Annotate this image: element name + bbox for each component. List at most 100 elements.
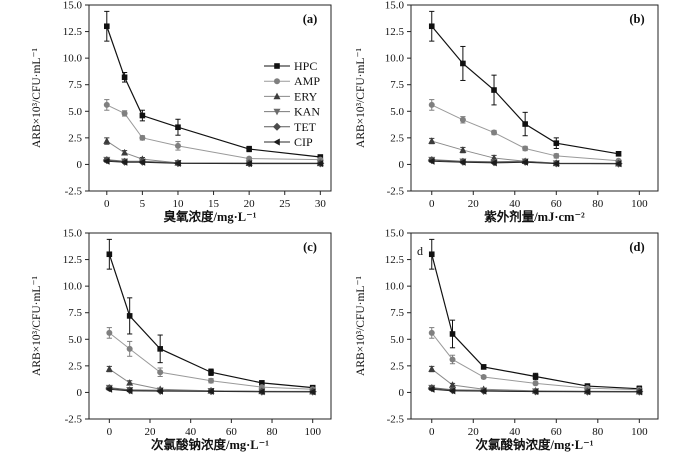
AMP-marker-icon [428,329,435,336]
CIP-marker-icon [120,158,128,166]
y-tick-label: 15.0 [63,0,83,12]
ERY-marker-icon [449,381,457,388]
y-tick-label: 12.5 [385,26,405,38]
y-tick-label: 12.5 [63,26,83,38]
CIP-marker-icon [258,388,265,396]
x-tick-label: 25 [279,198,291,210]
legend-label: CIP [294,135,313,149]
AMP-marker-icon [553,152,560,159]
AMP-marker-icon [106,329,113,336]
y-axis-label: ARB×10³/CFU·mL⁻¹ [355,275,367,376]
x-axis-label: 臭氧浓度/mg·L⁻¹ [164,209,257,224]
series-line [431,254,640,390]
CIP-legend-marker-icon [273,138,280,146]
y-tick-label: -2.5 [387,414,405,426]
AMP-legend-marker-icon [274,78,280,85]
y-tick-label: 10.0 [385,281,405,293]
TET-legend-marker-icon [273,122,281,131]
axes: 0 20 40 60 80 100 15.0 12.5 10.0 7.5 5.0 2.5 0 -2.5 次氯… [355,228,659,452]
ERY-marker-icon [428,137,436,144]
x-tick-label: 20 [244,198,256,210]
series-CIP [427,157,622,168]
CIP-marker-icon [308,388,316,396]
series-AMP [106,327,316,393]
HPC-marker-icon [103,23,110,30]
x-axis-label: 紫外剂量/mJ·cm⁻² [484,209,585,224]
ERY-marker-icon [103,137,111,144]
CIP-marker-icon [316,160,324,168]
y-axis-label: ARB×10³/CFU·mL⁻¹ [31,275,43,376]
HPC-marker-icon [532,373,539,380]
chart-panel-a: 0 5 10 15 20 25 30 15.0 12.5 10.0 7.5 5.0 2.5 0 -2.5 臭氧… [31,0,332,224]
ERY-marker-icon [459,146,467,153]
legend-label: TET [294,120,317,134]
ERY-marker-icon [105,365,113,372]
y-tick-label: 12.5 [385,254,405,266]
ERY-marker-icon [121,148,129,156]
AMP-marker-icon [121,110,128,117]
HPC-marker-icon [208,369,214,376]
x-tick-label: 0 [104,198,110,210]
axes: 0 20 40 60 80 100 15.0 12.5 10.0 7.5 5.0 2.5 0 -2.5 次氯… [31,228,332,452]
CIP-marker-icon [105,385,113,393]
panel-label: (c) [303,240,317,254]
HPC-marker-icon [428,23,435,30]
AMP-marker-icon [208,377,215,384]
y-tick-label: 2.5 [68,360,82,372]
x-tick-label: 15 [208,198,220,210]
legend-label: AMP [294,74,320,88]
series-line [431,332,640,391]
CIP-marker-icon [174,159,181,167]
x-tick-label: 20 [468,426,480,438]
CIP-marker-icon [448,387,456,395]
HPC-marker-icon [175,124,181,131]
CIP-marker-icon [635,388,643,396]
y-tick-label: 15.0 [63,228,83,240]
x-tick-label: 80 [267,426,279,438]
ERY-legend-marker-icon [273,92,281,100]
CIP-marker-icon [552,160,560,168]
y-tick-label: 0 [399,387,405,399]
y-tick-label: 7.5 [390,307,404,319]
AMP-marker-icon [126,345,133,352]
x-tick-label: 5 [140,198,146,210]
y-tick-label: 0 [77,159,83,171]
y-tick-label: 5.0 [390,334,404,346]
CIP-marker-icon [521,158,528,166]
series-HPC [428,238,643,392]
HPC-marker-icon [449,331,456,337]
y-axis-label: ARB×10³/CFU·mL⁻¹ [355,47,367,148]
x-tick-label: 40 [509,426,521,438]
CIP-marker-icon [207,387,214,395]
HPC-marker-icon [428,251,435,258]
CIP-marker-icon [479,387,487,395]
AMP-marker-icon [139,134,146,141]
x-tick-label: 0 [429,426,435,438]
CIP-marker-icon [614,160,622,168]
series-line [108,254,313,389]
AMP-marker-icon [522,145,529,152]
series-HPC [106,238,316,391]
AMP-marker-icon [449,356,456,363]
series-HPC [428,10,622,157]
chart-panel-d: 0 20 40 60 80 100 15.0 12.5 10.0 7.5 5.0 2.5 0 -2.5 次氯… [355,228,659,452]
x-tick-label: 80 [592,198,604,210]
CIP-marker-icon [125,387,133,395]
HPC-marker-icon [522,121,528,127]
x-tick-label: 100 [304,426,321,438]
HPC-marker-icon [491,87,497,93]
HPC-marker-icon [246,146,252,152]
panel-annotation: d [417,244,423,258]
AMP-marker-icon [103,101,110,108]
CIP-marker-icon [490,159,497,167]
y-tick-label: 2.5 [390,132,404,144]
y-tick-label: 10.0 [385,53,405,65]
y-tick-label: 0 [399,159,405,171]
y-tick-label: -2.5 [387,186,405,198]
HPC-marker-icon [139,112,146,119]
AMP-marker-icon [428,101,435,108]
legend-label: ERY [294,89,318,103]
panel-label: (b) [629,12,644,26]
